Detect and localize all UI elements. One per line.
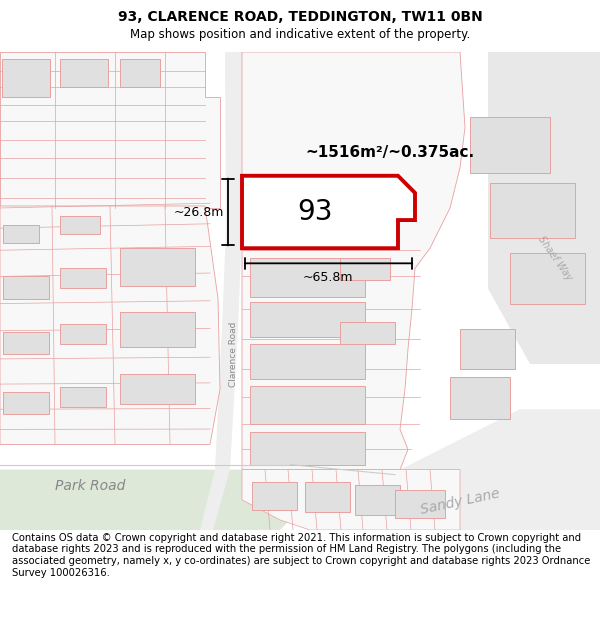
Bar bbox=[3, 332, 49, 354]
Polygon shape bbox=[0, 469, 310, 530]
Bar bbox=[460, 329, 515, 369]
Bar bbox=[120, 374, 195, 404]
Text: Park Road: Park Road bbox=[55, 479, 125, 492]
Text: ~26.8m: ~26.8m bbox=[173, 206, 224, 219]
Polygon shape bbox=[0, 206, 220, 444]
Text: Shaef Way: Shaef Way bbox=[536, 234, 574, 282]
Bar bbox=[450, 377, 510, 419]
Bar bbox=[395, 490, 445, 518]
Polygon shape bbox=[340, 409, 600, 530]
Bar bbox=[60, 324, 106, 344]
Bar bbox=[60, 387, 106, 408]
Bar bbox=[252, 482, 297, 510]
Text: Map shows position and indicative extent of the property.: Map shows position and indicative extent… bbox=[130, 28, 470, 41]
Bar bbox=[340, 258, 390, 281]
Bar bbox=[250, 386, 365, 424]
Bar bbox=[60, 59, 108, 88]
Polygon shape bbox=[242, 52, 465, 469]
Bar bbox=[305, 482, 350, 512]
Bar bbox=[60, 268, 106, 289]
Bar bbox=[250, 344, 365, 379]
Bar bbox=[120, 248, 195, 286]
Bar bbox=[250, 432, 365, 464]
Text: 93, CLARENCE ROAD, TEDDINGTON, TW11 0BN: 93, CLARENCE ROAD, TEDDINGTON, TW11 0BN bbox=[118, 11, 482, 24]
Polygon shape bbox=[0, 52, 220, 208]
Text: Contains OS data © Crown copyright and database right 2021. This information is : Contains OS data © Crown copyright and d… bbox=[12, 533, 590, 578]
Text: Clarence Road: Clarence Road bbox=[229, 321, 239, 387]
Bar bbox=[3, 225, 39, 243]
Bar bbox=[490, 183, 575, 238]
Bar bbox=[3, 392, 49, 414]
Bar bbox=[120, 312, 195, 347]
Bar bbox=[120, 59, 160, 88]
Text: ~1516m²/~0.375ac.: ~1516m²/~0.375ac. bbox=[305, 144, 475, 159]
Bar bbox=[3, 276, 49, 299]
Polygon shape bbox=[200, 52, 242, 530]
Bar bbox=[250, 302, 365, 337]
Polygon shape bbox=[242, 176, 415, 248]
Text: Sandy Lane: Sandy Lane bbox=[419, 487, 501, 517]
Bar bbox=[250, 258, 365, 296]
Bar bbox=[340, 322, 395, 344]
Text: 93: 93 bbox=[297, 198, 333, 226]
Text: ~65.8m: ~65.8m bbox=[303, 271, 353, 284]
Bar bbox=[60, 216, 100, 234]
Bar bbox=[470, 118, 550, 172]
Polygon shape bbox=[488, 52, 600, 364]
Bar bbox=[355, 485, 400, 515]
Bar bbox=[510, 253, 585, 304]
Polygon shape bbox=[242, 469, 460, 530]
Bar bbox=[2, 59, 50, 98]
